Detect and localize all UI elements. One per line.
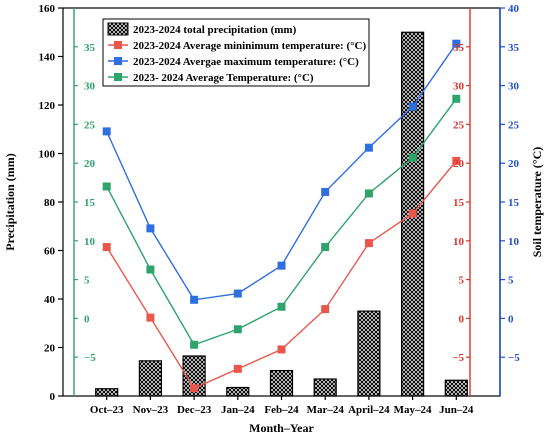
precipitation-bar — [269, 369, 294, 397]
right-tick-label: 10 — [508, 236, 520, 248]
legend-entry-label: 2023-2024 total precipitation (mm) — [133, 24, 297, 36]
precipitation-bar — [357, 310, 381, 397]
right-tick-label: 40 — [508, 3, 520, 15]
left-tick-label: 100 — [39, 149, 56, 161]
series-point — [102, 243, 111, 252]
series-point — [233, 364, 242, 373]
legend: 2023-2024 total precipitation (mm) 2023-2… — [102, 18, 370, 87]
precipitation-bars — [95, 31, 468, 397]
right-axis-title: Soil temperature (°C) — [530, 147, 544, 258]
precipitation-bar — [226, 386, 250, 397]
series-point — [408, 153, 417, 162]
series-point — [452, 94, 461, 103]
series-point — [452, 39, 461, 48]
x-tick-label: May–24 — [394, 404, 432, 416]
left-tick-label: 120 — [39, 100, 56, 112]
x-tick-label: Oct–23 — [90, 404, 124, 416]
legend-entry-label: 2023-2024 Avergae maximum temperature: (… — [133, 56, 359, 68]
series-point — [277, 261, 286, 270]
series-point — [146, 265, 155, 274]
series-point — [146, 224, 155, 233]
x-tick-label: April–24 — [348, 404, 390, 416]
precipitation-bar — [313, 378, 337, 397]
series-point — [190, 384, 199, 393]
series-point — [364, 143, 373, 152]
left-tick-label: 0 — [50, 391, 56, 403]
precipitation-bar — [95, 388, 119, 397]
x-tick-label: Dec–23 — [177, 404, 212, 416]
inner-green-tick-label: 35 — [84, 42, 96, 54]
left-tick-label: 60 — [44, 246, 56, 258]
left-axis-title: Precipitation (mm) — [3, 153, 17, 250]
inner-green-tick-label: 15 — [84, 197, 96, 209]
series-point — [321, 305, 330, 314]
legend-swatch-precipitation — [107, 22, 129, 36]
series-point — [321, 243, 330, 252]
series-point — [190, 295, 199, 304]
legend-swatch-marker — [114, 73, 122, 81]
right-tick-label: −5 — [508, 352, 520, 364]
series-point — [102, 127, 111, 136]
inner-green-tick-label: 25 — [84, 119, 96, 131]
right-tick-label: 20 — [508, 158, 520, 170]
left-tick-label: 140 — [39, 52, 56, 64]
x-tick-label: Jan–24 — [221, 404, 255, 416]
legend-swatch-marker — [114, 57, 122, 65]
inner-red-tick-label: 20 — [453, 158, 465, 170]
temperature-lines — [102, 39, 461, 393]
legend-swatch-marker — [114, 41, 122, 49]
x-tick-label: Feb–24 — [264, 404, 299, 416]
series-point — [190, 340, 199, 349]
series-point — [146, 313, 155, 322]
x-axis-title: Month–Year — [249, 421, 314, 435]
legend-entry-label: 2023- 2024 Average Temperature: (°C) — [133, 72, 314, 84]
series-point — [321, 187, 330, 196]
series-point — [364, 239, 373, 248]
series-point — [277, 302, 286, 311]
series-point — [408, 102, 417, 111]
series-point — [277, 345, 286, 354]
precipitation-bar — [444, 379, 468, 397]
right-tick-label: 15 — [508, 197, 520, 209]
right-tick-label: 35 — [508, 42, 520, 54]
series-point — [408, 209, 417, 218]
inner-red-tick-label: 25 — [453, 119, 465, 131]
series-point — [452, 156, 461, 165]
inner-red-tick-label: 30 — [453, 81, 465, 93]
left-tick-label: 160 — [39, 3, 56, 15]
x-tick-label: Mar–24 — [307, 404, 345, 416]
axes: 020406080100120140160−50510152025303540−… — [3, 3, 544, 435]
inner-red-tick-label: 5 — [459, 275, 465, 287]
series-point — [364, 189, 373, 198]
inner-red-tick-label: 35 — [453, 42, 465, 54]
inner-red-tick-label: 15 — [453, 197, 465, 209]
inner-green-tick-label: 20 — [84, 158, 96, 170]
legend-entry-label: 2023-2024 Average mininimum temperature:… — [133, 40, 366, 52]
x-tick-label: Jun–24 — [439, 404, 474, 416]
left-tick-label: 80 — [44, 197, 56, 209]
inner-green-tick-label: 30 — [84, 81, 96, 93]
inner-green-tick-label: 0 — [84, 313, 90, 325]
right-tick-label: 30 — [508, 81, 520, 93]
left-tick-label: 20 — [44, 343, 56, 355]
inner-green-tick-label: 5 — [84, 275, 90, 287]
right-tick-label: 25 — [508, 119, 520, 131]
legend-box — [102, 18, 370, 87]
inner-green-tick-label: −5 — [84, 352, 96, 364]
inner-red-tick-label: −5 — [452, 352, 464, 364]
precipitation-bar — [138, 360, 162, 397]
x-tick-label: Nov–23 — [133, 404, 169, 416]
right-tick-label: 5 — [508, 275, 514, 287]
right-tick-label: 0 — [508, 313, 514, 325]
inner-green-tick-label: 10 — [84, 236, 96, 248]
series-point — [102, 182, 111, 191]
series-point — [233, 325, 242, 334]
left-tick-label: 40 — [44, 294, 56, 306]
inner-red-tick-label: 0 — [459, 313, 465, 325]
series-point — [233, 289, 242, 298]
inner-red-tick-label: 10 — [453, 236, 465, 248]
